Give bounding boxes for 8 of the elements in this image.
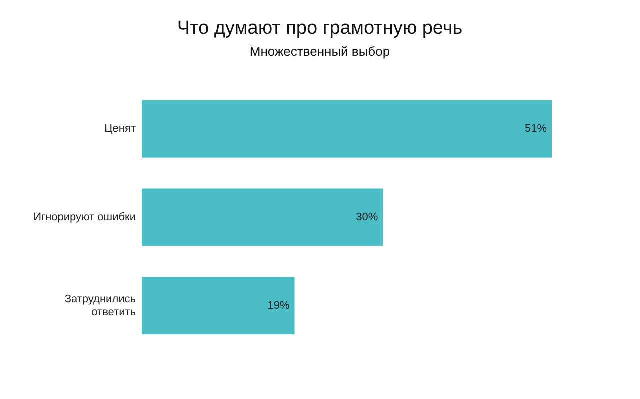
data-label: 30% (356, 211, 378, 224)
data-label: 19% (268, 300, 290, 312)
data-label: 51% (524, 123, 548, 136)
y-tick-label: Ценят (104, 123, 136, 136)
y-tick-label: Затруднились ответить (64, 293, 136, 318)
y-tick-label: Игнорируют ошибки (34, 211, 136, 224)
chart-title: Что думают про грамотную речь (177, 18, 463, 39)
chart-subtitle: Множественный выбор (250, 44, 390, 59)
